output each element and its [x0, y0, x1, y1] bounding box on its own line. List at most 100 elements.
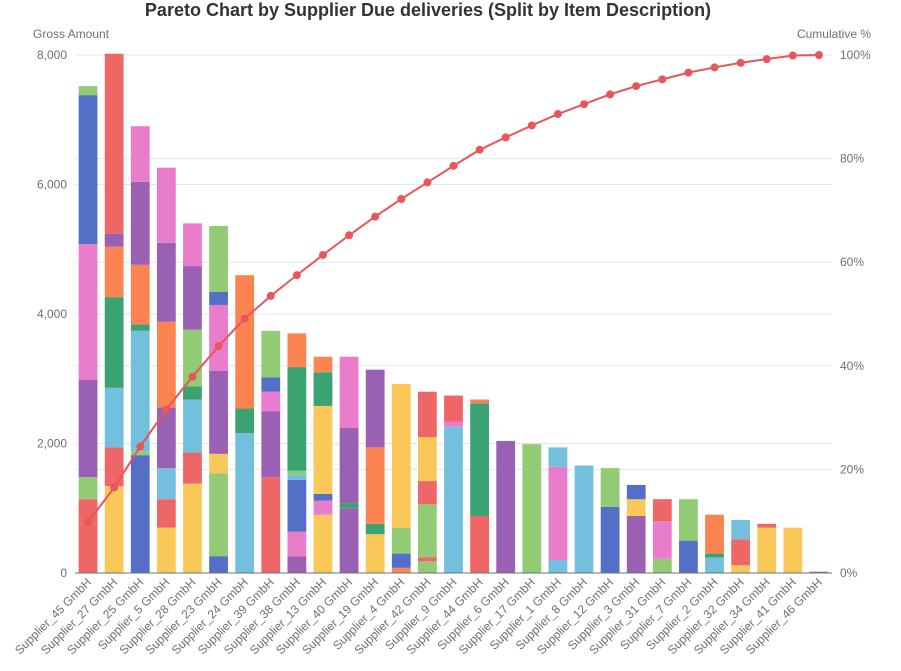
bar-segment[interactable]: [156, 468, 176, 500]
cumulative-point[interactable]: [162, 405, 171, 414]
bar-segment[interactable]: [626, 484, 646, 500]
bar-segment[interactable]: [287, 333, 307, 368]
bar-segment[interactable]: [313, 514, 333, 573]
bar-segment[interactable]: [209, 556, 228, 573]
bar-segment[interactable]: [183, 399, 202, 453]
bar-segment[interactable]: [104, 447, 124, 487]
bar-segment[interactable]: [130, 330, 150, 452]
cumulative-point[interactable]: [501, 133, 510, 142]
cumulative-point[interactable]: [632, 82, 641, 91]
bar-segment[interactable]: [391, 567, 411, 573]
bar-segment[interactable]: [444, 395, 463, 422]
cumulative-point[interactable]: [423, 178, 432, 187]
cumulative-point[interactable]: [762, 55, 771, 64]
bar-segment[interactable]: [470, 516, 489, 573]
bar-segment[interactable]: [78, 477, 98, 500]
bar-segment[interactable]: [287, 470, 307, 475]
bar-segment[interactable]: [104, 233, 124, 247]
bar-segment[interactable]: [339, 356, 359, 428]
bar-segment[interactable]: [130, 455, 150, 573]
bar-segment[interactable]: [130, 264, 150, 325]
cumulative-point[interactable]: [658, 75, 667, 84]
bar-segment[interactable]: [78, 95, 98, 245]
bar-segment[interactable]: [287, 474, 307, 480]
bar-segment[interactable]: [183, 266, 202, 330]
bar-segment[interactable]: [130, 181, 150, 265]
bar-segment[interactable]: [679, 499, 698, 541]
cumulative-point[interactable]: [580, 100, 589, 109]
cumulative-point[interactable]: [397, 195, 406, 203]
bar-segment[interactable]: [104, 246, 124, 298]
bar-segment[interactable]: [339, 508, 359, 573]
bar-segment[interactable]: [156, 527, 176, 573]
bar-segment[interactable]: [574, 465, 594, 573]
bar-segment[interactable]: [626, 499, 646, 517]
bar-segment[interactable]: [130, 324, 150, 331]
cumulative-point[interactable]: [214, 342, 223, 351]
bar-segment[interactable]: [418, 481, 437, 505]
bar-segment[interactable]: [209, 225, 228, 292]
cumulative-point[interactable]: [814, 51, 823, 59]
cumulative-point[interactable]: [449, 161, 458, 170]
bar-segment[interactable]: [209, 453, 228, 474]
bar-segment[interactable]: [183, 483, 202, 573]
bar-segment[interactable]: [130, 126, 150, 182]
cumulative-point[interactable]: [606, 90, 615, 99]
bar-segment[interactable]: [209, 304, 228, 371]
bar-segment[interactable]: [235, 275, 255, 409]
bar-segment[interactable]: [705, 514, 724, 554]
bar-segment[interactable]: [235, 433, 255, 573]
bar-segment[interactable]: [418, 557, 437, 562]
cumulative-point[interactable]: [188, 372, 197, 381]
bar-segment[interactable]: [261, 477, 281, 573]
bar-segment[interactable]: [548, 466, 568, 561]
bar-segment[interactable]: [339, 503, 359, 509]
bar-segment[interactable]: [757, 523, 777, 528]
cumulative-point[interactable]: [318, 250, 327, 259]
bar-segment[interactable]: [104, 53, 124, 234]
bar-segment[interactable]: [104, 297, 124, 388]
bar-segment[interactable]: [496, 440, 516, 573]
bar-segment[interactable]: [600, 506, 620, 573]
bar-segment[interactable]: [313, 500, 333, 515]
bar-segment[interactable]: [261, 391, 281, 412]
bar-segment[interactable]: [261, 411, 281, 478]
bar-segment[interactable]: [705, 557, 724, 573]
bar-segment[interactable]: [470, 399, 489, 404]
bar-segment[interactable]: [652, 521, 672, 559]
bar-segment[interactable]: [809, 571, 829, 573]
bar-segment[interactable]: [548, 560, 568, 573]
bar-segment[interactable]: [313, 405, 333, 494]
bar-segment[interactable]: [418, 561, 437, 573]
bar-segment[interactable]: [339, 427, 359, 504]
bar-segment[interactable]: [444, 426, 463, 573]
bar-segment[interactable]: [156, 242, 176, 322]
bar-segment[interactable]: [365, 523, 385, 535]
cumulative-point[interactable]: [475, 145, 484, 154]
bar-segment[interactable]: [209, 473, 228, 557]
bar-segment[interactable]: [156, 499, 176, 528]
bar-segment[interactable]: [287, 367, 307, 471]
bar-segment[interactable]: [287, 556, 307, 573]
cumulative-point[interactable]: [110, 483, 119, 492]
cumulative-point[interactable]: [345, 231, 354, 240]
bar-segment[interactable]: [548, 447, 568, 467]
bar-segment[interactable]: [287, 531, 307, 557]
bar-segment[interactable]: [104, 387, 124, 448]
bar-segment[interactable]: [365, 447, 385, 524]
bar-segment[interactable]: [156, 321, 176, 408]
bar-segment[interactable]: [652, 499, 672, 522]
cumulative-point[interactable]: [240, 314, 249, 323]
bar-segment[interactable]: [313, 494, 333, 501]
bar-segment[interactable]: [78, 380, 98, 478]
bar-segment[interactable]: [209, 370, 228, 454]
bar-segment[interactable]: [731, 519, 751, 540]
cumulative-point[interactable]: [684, 68, 693, 77]
bar-segment[interactable]: [235, 408, 255, 434]
bar-segment[interactable]: [652, 558, 672, 573]
bar-segment[interactable]: [418, 437, 437, 482]
bar-segment[interactable]: [78, 499, 98, 573]
bar-segment[interactable]: [156, 407, 176, 469]
bar-segment[interactable]: [391, 527, 411, 554]
bar-segment[interactable]: [183, 386, 202, 400]
